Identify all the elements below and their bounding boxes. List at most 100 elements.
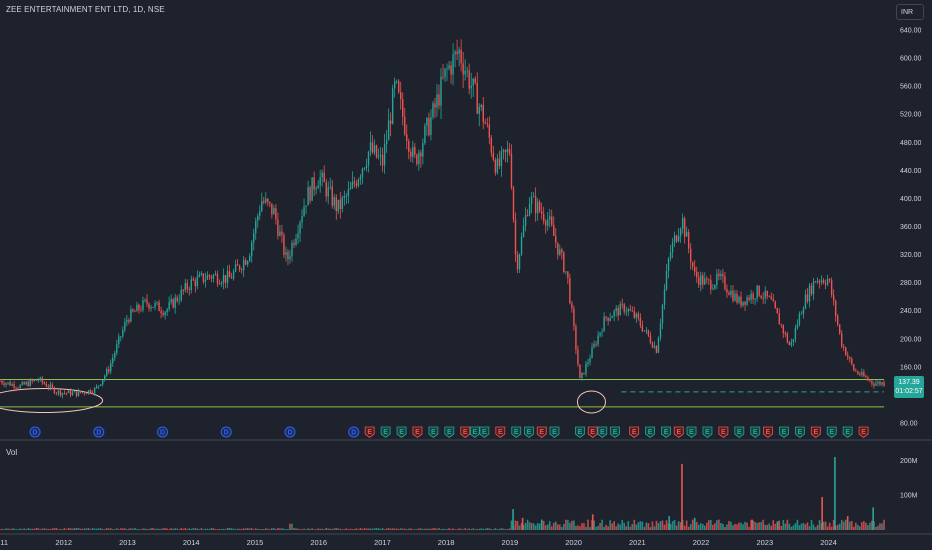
earnings-marker[interactable] [629,426,640,439]
price-candle [603,316,605,332]
price-candle [83,392,86,394]
earnings-marker[interactable] [842,426,853,439]
earnings-marker[interactable] [536,426,547,439]
volume-bar [673,519,676,530]
earnings-marker[interactable] [460,426,471,439]
earnings-marker[interactable] [587,426,598,439]
currency-selector[interactable]: INR [896,4,924,20]
earnings-marker[interactable] [380,426,391,439]
x-tick-label: 2014 [183,538,200,547]
volume-bar [383,529,386,530]
price-candle [9,382,11,386]
earnings-marker[interactable] [495,426,506,439]
price-candle [188,289,190,290]
volume-bar [305,529,307,530]
earnings-marker[interactable] [610,426,620,439]
price-candle [265,198,267,203]
earnings-marker[interactable] [444,426,455,439]
volume-bar [683,525,686,530]
earnings-marker[interactable] [810,426,821,439]
earnings-marker[interactable] [524,426,534,439]
price-candle [581,372,583,379]
volume-bar [7,528,9,530]
earnings-marker[interactable] [686,426,697,439]
volume-bar [494,528,497,530]
volume-bar [474,529,477,530]
earnings-marker[interactable] [364,426,375,439]
volume-bar [705,522,708,530]
earnings-marker[interactable] [858,426,869,439]
volume-bar [120,528,122,530]
y-tick-label: 440.00 [900,168,922,175]
dividend-marker[interactable] [220,426,232,438]
dividend-marker[interactable] [284,426,296,438]
price-candle [128,320,130,322]
volume-bar [671,521,674,530]
price-candle [408,141,410,152]
earnings-marker[interactable] [734,426,745,439]
support-zone [0,378,884,414]
volume-bar [740,522,742,530]
earnings-marker[interactable] [826,426,837,439]
dividend-marker[interactable] [157,426,169,438]
earnings-marker[interactable] [702,426,713,439]
volume-bar [665,520,668,530]
price-candle [428,117,430,136]
volume-bar [267,528,269,530]
volume-bar [464,528,466,530]
earnings-marker[interactable] [673,426,684,439]
earnings-marker[interactable] [575,426,585,439]
earnings-marker[interactable] [750,426,761,439]
price-candle [19,385,21,389]
price-candle [369,142,372,152]
earnings-marker[interactable] [763,426,773,439]
price-candle [728,292,730,295]
volume-bar [1,528,3,530]
price-candle [826,279,829,285]
earnings-marker[interactable] [396,426,407,439]
volume-bar [730,521,732,530]
price-candle [611,316,613,319]
price-candle [182,289,184,291]
earnings-marker[interactable] [597,426,608,439]
volume-bar [359,527,362,530]
earnings-marker[interactable] [469,426,480,439]
symbol-title[interactable]: ZEE ENTERTAINMENT ENT LTD, 1D, NSE [6,5,165,14]
volume-label[interactable]: Vol [6,448,18,457]
price-candle [198,274,201,277]
volume-bar [313,529,315,530]
dividend-marker[interactable] [93,426,105,438]
price-candle [355,183,358,186]
volume-bar [389,528,392,530]
price-candle [291,243,293,257]
y-tick-label: 240.00 [900,308,922,315]
volume-bar [758,522,760,530]
dividend-marker[interactable] [29,426,41,438]
volume-bar [714,523,716,530]
earnings-marker[interactable] [645,426,655,439]
earnings-marker[interactable] [412,426,423,439]
earnings-marker[interactable] [718,426,729,439]
volume-bar [800,523,803,530]
earnings-marker[interactable] [661,426,671,439]
dividend-marker-label: D [287,430,292,437]
earnings-marker[interactable] [428,426,439,439]
price-candle [851,358,853,365]
volume-bar [407,528,410,530]
volume-bar [367,528,370,530]
earnings-marker[interactable] [779,426,789,439]
earnings-marker[interactable] [511,426,522,439]
volume-bar [379,528,382,530]
earnings-marker[interactable] [549,426,560,439]
volume-bar [879,523,881,530]
price-candle [7,382,9,384]
volume-bar [826,526,829,530]
price-candle [37,380,39,381]
dividend-marker[interactable] [348,426,360,438]
earnings-marker[interactable] [794,426,805,439]
earnings-marker[interactable] [479,426,490,439]
volume-bar [430,528,432,530]
price-candle [597,335,599,345]
